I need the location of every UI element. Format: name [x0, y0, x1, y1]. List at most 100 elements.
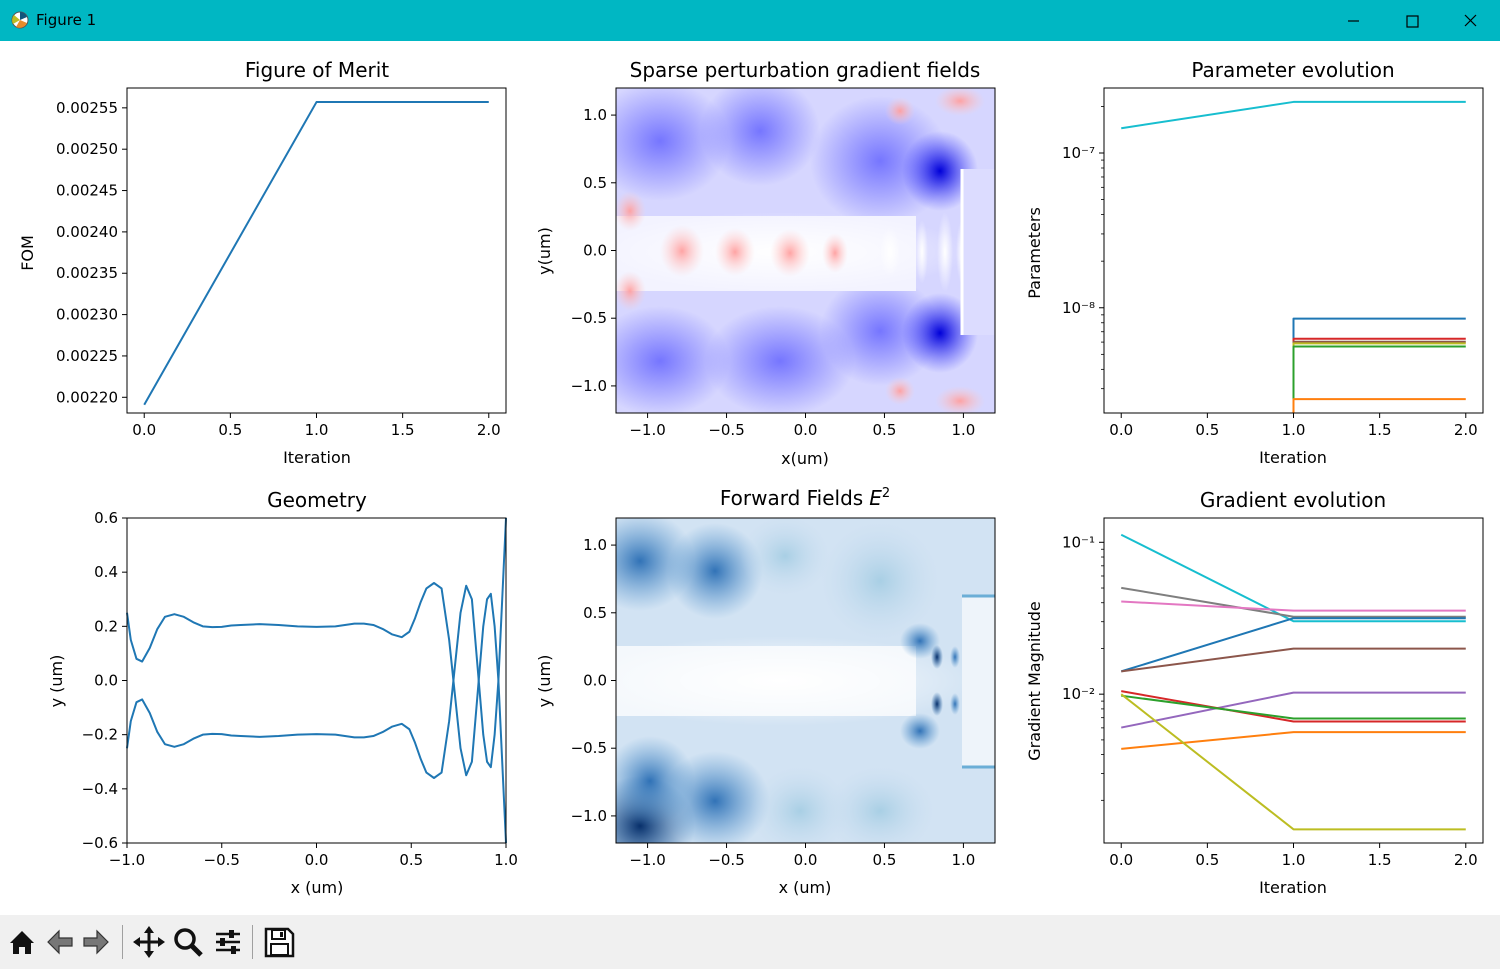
fom-series — [143, 101, 489, 406]
save-button[interactable] — [262, 923, 296, 961]
fom-ytick-label: 0.00245 — [56, 182, 118, 200]
pan-icon — [133, 926, 165, 958]
grad-evo-xticks: 0.0 0.5 1.0 1.5 2.0 — [1109, 843, 1478, 869]
geometry-ytick-label: −0.6 — [82, 834, 118, 852]
gradient-field-ytick-label: 0.5 — [583, 174, 607, 192]
window-title: Figure 1 — [36, 11, 97, 29]
forward-field-xtick-label: 1.0 — [951, 851, 975, 869]
gradient-field-xlabel: x(um) — [781, 449, 829, 468]
fom-ytick-label: 0.00240 — [56, 223, 118, 241]
fom-ytick-label: 0.00220 — [56, 388, 118, 406]
gradient-field-xtick-label: 1.0 — [951, 421, 975, 439]
grad-evo-ylabel: Gradient Magnitude — [1025, 601, 1044, 761]
zoom-button[interactable] — [171, 923, 205, 961]
gradient-field-xtick-label: 0.0 — [794, 421, 818, 439]
forward-field-xticks: −1.0 −0.5 0.0 0.5 1.0 — [629, 843, 975, 869]
grad-evo-title: Gradient evolution — [1200, 488, 1386, 512]
close-button[interactable] — [1442, 0, 1500, 41]
fom-ytick-label: 0.00250 — [56, 140, 118, 158]
grad-evo-series-line — [1120, 617, 1466, 673]
toolbar-separator — [122, 925, 123, 959]
geometry-axes-frame — [126, 517, 507, 844]
fom-panel: Figure of Merit 0.0 0.5 1.0 1.5 2.0 0.002200… — [18, 58, 507, 467]
save-icon — [264, 927, 295, 958]
forward-field-ytick-label: 0.5 — [583, 604, 607, 622]
grad-evo-xlabel: Iteration — [1259, 878, 1327, 897]
grad-evo-panel: Gradient evolution 0.0 0.5 1.0 1.5 2.0 10⁻²1… — [1025, 488, 1484, 897]
param-xtick-label: 0.5 — [1195, 421, 1219, 439]
gradient-field-xticks: −1.0 −0.5 0.0 0.5 1.0 — [629, 413, 975, 439]
param-xtick-label: 1.5 — [1368, 421, 1392, 439]
fom-xtick-label: 0.5 — [218, 421, 242, 439]
maximize-icon — [1406, 15, 1419, 28]
forward-field-panel: Forward Fields E2 — [535, 486, 996, 897]
forward-field-title: Forward Fields E2 — [720, 486, 890, 510]
home-button[interactable] — [5, 923, 39, 961]
geometry-xlabel: x (um) — [291, 878, 344, 897]
gradient-field-ylabel: y(um) — [535, 227, 554, 275]
figure-canvas[interactable]: Figure of Merit 0.0 0.5 1.0 1.5 2.0 0.00220 0… — [0, 41, 1500, 915]
param-xtick-label: 2.0 — [1454, 421, 1478, 439]
grad-evo-series-line — [1121, 647, 1466, 673]
param-series-line — [1292, 345, 1466, 413]
fom-ytick-label: 0.00225 — [56, 347, 118, 365]
forward-field-yticks: −1.0 −0.5 0.0 0.5 1.0 — [571, 536, 616, 825]
grad-evo-series-line — [1121, 690, 1466, 723]
forward-field-ytick-label: −0.5 — [571, 739, 607, 757]
forward-button[interactable] — [79, 923, 113, 961]
geometry-ytick-label: 0.4 — [94, 563, 118, 581]
param-series-line — [1292, 342, 1466, 413]
grad-evo-series-line — [1121, 694, 1466, 720]
param-series-line — [1121, 100, 1466, 130]
param-xlabel: Iteration — [1259, 448, 1327, 467]
grad-evo-series-line — [1121, 600, 1466, 612]
matplotlib-app-icon — [11, 11, 29, 29]
param-xtick-label: 1.0 — [1282, 421, 1306, 439]
forward-field-ytick-label: −1.0 — [571, 807, 607, 825]
gradient-field-panel: Sparse perturbation gradient fields — [535, 58, 996, 468]
fom-xlabel: Iteration — [283, 448, 351, 467]
geometry-ylabel: y (um) — [47, 655, 66, 708]
param-xtick-label: 0.0 — [1109, 421, 1133, 439]
grad-evo-series — [1120, 533, 1466, 831]
fom-series-line — [143, 101, 489, 406]
fom-ytick-label: 0.00255 — [56, 99, 118, 117]
close-icon — [1464, 14, 1477, 27]
grad-evo-series-line — [1121, 586, 1466, 618]
forward-field-title-sup: 2 — [882, 486, 890, 501]
gradient-field-ytick-label: −0.5 — [571, 309, 607, 327]
forward-field-xtick-label: −0.5 — [708, 851, 744, 869]
forward-field-xlabel: x (um) — [779, 878, 832, 897]
geometry-xtick-label: −0.5 — [204, 851, 240, 869]
maximize-button[interactable] — [1383, 0, 1441, 41]
param-title: Parameter evolution — [1191, 58, 1394, 82]
navigation-toolbar — [0, 915, 1500, 969]
grad-evo-series-line — [1121, 691, 1466, 729]
gradient-field-yticks: −1.0 −0.5 0.0 0.5 1.0 — [571, 106, 616, 395]
title-bar: Figure 1 — [0, 0, 1500, 41]
grad-evo-series-line — [1120, 693, 1466, 831]
grad-evo-ytick-label: 10⁻¹ — [1062, 533, 1095, 551]
geometry-title: Geometry — [267, 488, 367, 512]
pan-button[interactable] — [132, 923, 166, 961]
geometry-xtick-label: 0.0 — [305, 851, 329, 869]
param-series-line — [1292, 398, 1466, 413]
geometry-xtick-label: −1.0 — [109, 851, 145, 869]
geometry-ytick-label: −0.2 — [82, 726, 118, 744]
grad-evo-series-line — [1121, 731, 1466, 750]
grad-evo-xtick-label: 0.5 — [1195, 851, 1219, 869]
geometry-ytick-label: −0.4 — [82, 780, 118, 798]
minimize-button[interactable] — [1324, 0, 1382, 41]
back-button[interactable] — [43, 923, 77, 961]
forward-field-ytick-label: 0.0 — [583, 672, 607, 690]
minimize-icon — [1348, 20, 1359, 22]
configure-subplots-button[interactable] — [211, 923, 245, 961]
forward-field-xtick-label: 0.0 — [794, 851, 818, 869]
geometry-series-line — [126, 517, 507, 779]
fom-axes-bg — [127, 88, 506, 413]
fom-xticks: 0.0 0.5 1.0 1.5 2.0 — [132, 413, 501, 439]
gradient-field-xtick-label: −0.5 — [708, 421, 744, 439]
gradient-field-xtick-label: −1.0 — [629, 421, 665, 439]
grad-evo-series-line — [1120, 533, 1466, 623]
zoom-icon — [174, 928, 203, 957]
